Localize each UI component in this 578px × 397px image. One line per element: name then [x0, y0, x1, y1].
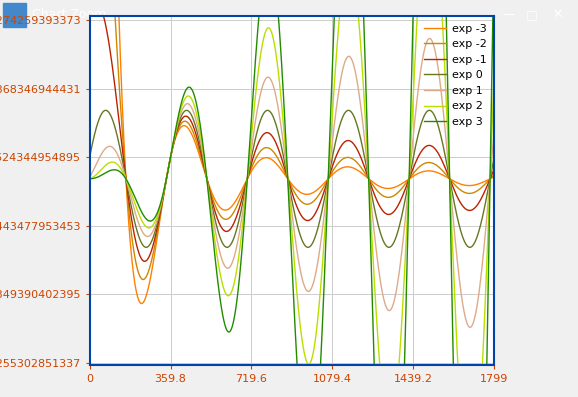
exp 1 [259, 85, 266, 89]
exp -2 [259, 147, 266, 152]
exp 3 [86, 176, 93, 181]
exp 0 [491, 155, 498, 160]
Line: exp 1: exp 1 [90, 39, 494, 328]
Text: Chart Zoom: Chart Zoom [32, 8, 106, 21]
exp 1 [86, 176, 93, 181]
Line: exp -3: exp -3 [90, 0, 494, 304]
Text: □: □ [526, 8, 538, 21]
exp 1 [426, 36, 433, 41]
exp 0 [259, 114, 266, 118]
exp -2 [491, 172, 498, 177]
exp 2 [86, 176, 93, 181]
exp -1 [242, 186, 249, 191]
exp -3 [132, 286, 139, 291]
Line: exp -2: exp -2 [90, 0, 494, 279]
exp 2 [132, 203, 139, 208]
exp 0 [439, 143, 446, 147]
Line: exp 2: exp 2 [90, 0, 494, 397]
Text: —: — [502, 8, 515, 21]
exp -3 [138, 301, 145, 306]
exp 3 [132, 197, 139, 202]
exp 2 [491, 69, 498, 73]
exp -2 [140, 277, 147, 282]
exp -3 [259, 156, 266, 161]
exp 2 [439, 25, 446, 30]
exp 0 [305, 245, 312, 250]
exp 2 [156, 206, 163, 210]
exp 2 [241, 202, 248, 207]
exp -1 [141, 259, 148, 264]
exp 1 [466, 325, 473, 330]
Text: ✕: ✕ [553, 8, 563, 21]
exp -1 [157, 212, 164, 217]
exp 0 [86, 155, 93, 160]
exp 3 [156, 204, 163, 208]
exp -2 [132, 259, 139, 264]
exp 1 [132, 212, 139, 217]
Line: exp 0: exp 0 [90, 110, 494, 247]
Legend: exp -3, exp -2, exp -1, exp 0, exp 1, exp 2, exp 3: exp -3, exp -2, exp -1, exp 0, exp 1, ex… [419, 19, 491, 131]
exp -3 [157, 218, 164, 222]
exp -1 [439, 160, 446, 165]
exp 0 [483, 195, 490, 200]
exp 0 [264, 108, 271, 113]
exp -1 [483, 185, 490, 190]
exp -2 [157, 215, 164, 220]
Line: exp -1: exp -1 [90, 0, 494, 261]
exp -2 [439, 169, 446, 173]
exp 1 [483, 218, 490, 223]
exp 3 [483, 380, 490, 385]
exp 1 [439, 104, 446, 109]
exp 2 [259, 42, 266, 47]
exp -1 [259, 133, 266, 138]
exp -1 [132, 239, 139, 244]
exp 2 [483, 268, 490, 273]
exp 1 [241, 195, 248, 200]
exp 1 [156, 208, 163, 213]
exp -2 [483, 180, 490, 185]
exp -3 [439, 173, 446, 177]
exp 0 [132, 224, 139, 228]
exp -3 [242, 181, 249, 186]
exp -3 [483, 178, 490, 183]
exp -3 [491, 175, 498, 179]
exp 3 [241, 212, 248, 217]
exp -2 [242, 183, 249, 188]
Bar [3, 3, 26, 27]
Line: exp 3: exp 3 [90, 0, 494, 397]
exp -1 [491, 167, 498, 172]
exp 0 [156, 210, 163, 215]
exp 0 [241, 190, 248, 195]
exp 1 [491, 128, 498, 133]
